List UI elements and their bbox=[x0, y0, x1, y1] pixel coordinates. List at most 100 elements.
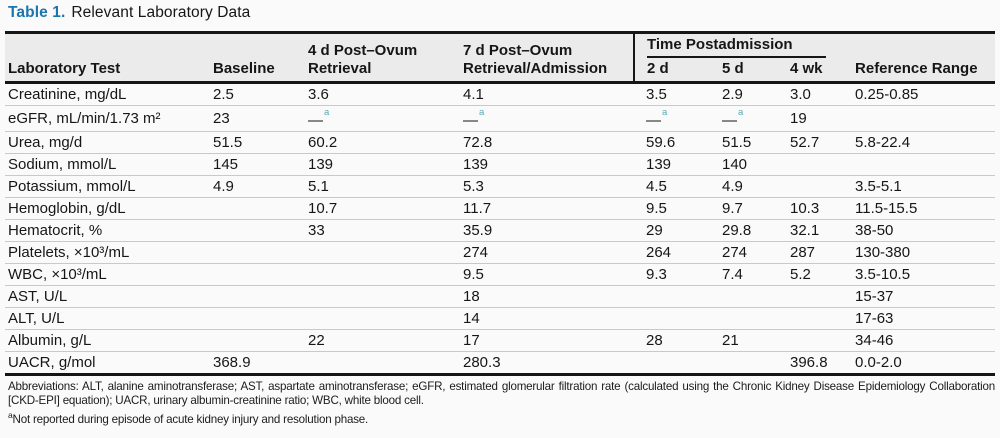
table-row: ALT, U/L 14 17-63 bbox=[5, 307, 996, 330]
footnote-marker: a bbox=[738, 107, 744, 118]
value-cell: 9.3 bbox=[634, 263, 712, 286]
value-cell: 3.5 bbox=[634, 82, 712, 106]
value-cell: 21 bbox=[712, 329, 788, 352]
value-cell: 51.5 bbox=[210, 131, 305, 154]
row-label: Platelets, ×10³/mL bbox=[5, 241, 210, 264]
value-cell: 145 bbox=[210, 153, 305, 176]
value-cell: 139 bbox=[634, 153, 712, 176]
value-cell: 38-50 bbox=[852, 219, 996, 242]
col-header-2d: 2 d bbox=[633, 58, 712, 84]
value-cell: 130-380 bbox=[852, 241, 996, 264]
value-cell: 17-63 bbox=[852, 307, 996, 330]
value-cell: 5.8-22.4 bbox=[852, 131, 996, 154]
table-body: Creatinine, mg/dL 2.5 3.6 4.1 3.5 2.9 3.0 0.25-… bbox=[5, 82, 996, 376]
col-header-baseline: Baseline bbox=[210, 32, 305, 84]
value-cell bbox=[305, 263, 460, 286]
value-cell: 139 bbox=[305, 153, 460, 176]
row-label: eGFR, mL/min/1.73 m² bbox=[5, 105, 210, 132]
footnote-a-marker: a bbox=[8, 410, 13, 420]
time-postadmission-label: Time Postadmission bbox=[647, 36, 827, 58]
row-label: Creatinine, mg/dL bbox=[5, 82, 210, 106]
col-header-reference-range: Reference Range bbox=[852, 32, 996, 84]
value-cell bbox=[788, 153, 853, 176]
table-row: Potassium, mmol/L 4.9 5.1 5.3 4.5 4.9 3.5-5.1 bbox=[5, 175, 996, 198]
value-cell: 368.9 bbox=[210, 351, 305, 376]
value-cell: 140 bbox=[712, 153, 788, 176]
col-header-4d-post-ovum-retrieval: 4 d Post–Ovum Retrieval bbox=[305, 32, 460, 84]
value-cell: 19 bbox=[788, 105, 853, 132]
value-cell: 11.7 bbox=[460, 197, 634, 220]
footnote-marker: a bbox=[479, 107, 485, 118]
table-caption: Relevant Laboratory Data bbox=[71, 4, 251, 21]
value-cell bbox=[210, 197, 305, 220]
row-label: Albumin, g/L bbox=[5, 329, 210, 352]
value-cell bbox=[210, 219, 305, 242]
value-cell: 274 bbox=[460, 241, 634, 264]
value-cell: —a bbox=[460, 105, 634, 132]
value-cell: 264 bbox=[634, 241, 712, 264]
value-cell: 4.1 bbox=[460, 82, 634, 106]
table-row: Urea, mg/d 51.5 60.2 72.8 59.6 51.5 52.7 5.8-22… bbox=[5, 131, 996, 154]
value-cell bbox=[712, 351, 788, 376]
value-cell: 28 bbox=[634, 329, 712, 352]
footnote-marker: a bbox=[324, 107, 330, 118]
value-cell: 287 bbox=[788, 241, 853, 264]
col-group-time-postadmission: Time Postadmission bbox=[632, 32, 853, 58]
value-cell: 4.9 bbox=[712, 175, 788, 198]
table-row: WBC, ×10³/mL 9.5 9.3 7.4 5.2 3.5-10.5 bbox=[5, 263, 996, 286]
value-cell: 9.5 bbox=[634, 197, 712, 220]
value-cell: 33 bbox=[305, 219, 460, 242]
row-label: Urea, mg/d bbox=[5, 131, 210, 154]
row-label: AST, U/L bbox=[5, 285, 210, 308]
value-cell: 34-46 bbox=[852, 329, 996, 352]
value-cell bbox=[788, 307, 853, 330]
value-cell: 3.5-10.5 bbox=[852, 263, 996, 286]
value-cell: 280.3 bbox=[460, 351, 634, 376]
value-cell: —a bbox=[305, 105, 460, 132]
value-cell: 5.1 bbox=[305, 175, 460, 198]
value-cell: 4.9 bbox=[210, 175, 305, 198]
value-cell bbox=[852, 153, 996, 176]
value-cell: 18 bbox=[460, 285, 634, 308]
value-cell: 396.8 bbox=[788, 351, 853, 376]
value-cell: 5.2 bbox=[788, 263, 853, 286]
row-label: Hematocrit, % bbox=[5, 219, 210, 242]
value-cell: 9.7 bbox=[712, 197, 788, 220]
col-header-laboratory-test: Laboratory Test bbox=[5, 32, 210, 84]
table-row: Creatinine, mg/dL 2.5 3.6 4.1 3.5 2.9 3.0 0.25-… bbox=[5, 82, 996, 106]
value-cell bbox=[210, 285, 305, 308]
value-cell: 3.0 bbox=[788, 82, 853, 106]
value-cell: 3.6 bbox=[305, 82, 460, 106]
value-cell bbox=[305, 285, 460, 308]
col-header-5d: 5 d bbox=[712, 58, 788, 84]
value-cell bbox=[210, 263, 305, 286]
value-cell: 10.7 bbox=[305, 197, 460, 220]
value-cell: 29 bbox=[634, 219, 712, 242]
value-cell bbox=[712, 285, 788, 308]
table-title: Table 1. Relevant Laboratory Data bbox=[5, 4, 995, 22]
row-label: Potassium, mmol/L bbox=[5, 175, 210, 198]
value-cell bbox=[210, 329, 305, 352]
value-cell: 35.9 bbox=[460, 219, 634, 242]
value-cell: 14 bbox=[460, 307, 634, 330]
value-cell: 15-37 bbox=[852, 285, 996, 308]
table-row: Hematocrit, % 33 35.9 29 29.8 32.1 38-50 bbox=[5, 219, 996, 242]
value-cell: 2.9 bbox=[712, 82, 788, 106]
value-cell bbox=[634, 285, 712, 308]
value-cell: 139 bbox=[460, 153, 634, 176]
value-cell bbox=[712, 307, 788, 330]
value-cell: 11.5-15.5 bbox=[852, 197, 996, 220]
row-label: Sodium, mmol/L bbox=[5, 153, 210, 176]
table-row: Hemoglobin, g/dL 10.7 11.7 9.5 9.7 10.3 11.5-1… bbox=[5, 197, 996, 220]
value-cell: 29.8 bbox=[712, 219, 788, 242]
value-cell bbox=[305, 241, 460, 264]
value-cell: —a bbox=[634, 105, 712, 132]
value-cell: 32.1 bbox=[788, 219, 853, 242]
value-cell bbox=[788, 285, 853, 308]
value-cell: 23 bbox=[210, 105, 305, 132]
table-row: Albumin, g/L 22 17 28 21 34-46 bbox=[5, 329, 996, 352]
footnote-a-text: Not reported during episode of acute kid… bbox=[12, 412, 369, 426]
value-cell: 72.8 bbox=[460, 131, 634, 154]
value-cell: 7.4 bbox=[712, 263, 788, 286]
